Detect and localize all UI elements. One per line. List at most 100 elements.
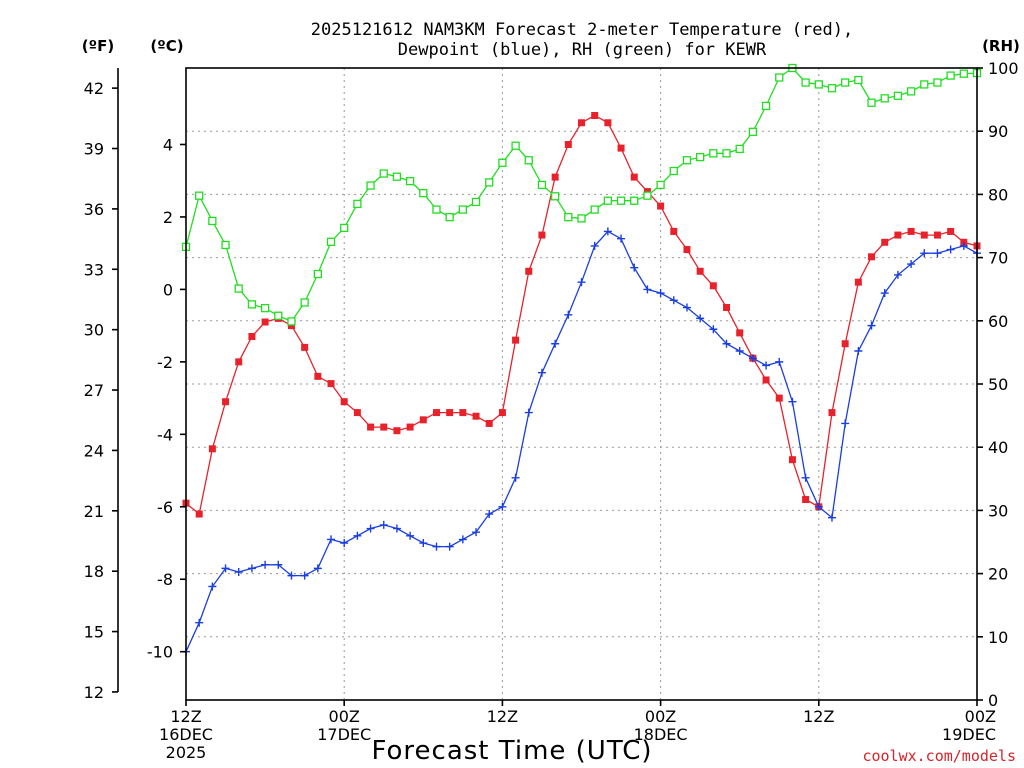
dewpoint-point — [221, 564, 230, 573]
temperature-point — [287, 322, 295, 330]
rh-tick-label: 40 — [988, 438, 1008, 457]
x-tick-label: 16DEC — [159, 725, 213, 744]
rh-tick-label: 30 — [988, 501, 1008, 520]
rh-point — [643, 191, 652, 200]
temperature-point — [208, 445, 216, 453]
dewpoint-point — [907, 260, 916, 269]
rh-tick-label: 0 — [988, 691, 998, 710]
temperature-point — [854, 278, 862, 286]
fahrenheit-tick-label: 36 — [84, 200, 104, 219]
rh-point — [498, 158, 507, 167]
rh-tick-label: 20 — [988, 565, 1008, 584]
dewpoint-point — [590, 241, 599, 250]
temperature-point — [933, 231, 941, 239]
rh-point — [234, 284, 243, 293]
dewpoint-point — [788, 397, 797, 406]
rh-point — [682, 156, 692, 165]
temperature-point — [591, 111, 599, 119]
rh-point — [340, 223, 349, 233]
rh-point — [326, 237, 336, 246]
temperature-point — [947, 227, 955, 235]
dewpoint-point — [247, 564, 256, 573]
celsius-tick-label: 0 — [163, 280, 173, 299]
rh-point — [814, 80, 823, 89]
rh-tick-label: 80 — [988, 185, 1008, 204]
temperature-point — [617, 144, 625, 152]
dewpoint-point — [893, 270, 902, 279]
celsius-tick-label: 2 — [163, 208, 173, 227]
rh-point — [432, 205, 441, 214]
fahrenheit-unit-label: (ºF) — [82, 37, 114, 55]
rh-point — [841, 78, 850, 87]
rh-point — [827, 84, 837, 93]
celsius-tick-label: -8 — [157, 570, 173, 589]
dewpoint-point — [933, 249, 942, 258]
temperature-point — [314, 372, 322, 380]
dewpoint-point — [472, 528, 481, 537]
celsius-unit-label: (ºC) — [150, 37, 183, 55]
temperature-point — [538, 231, 546, 239]
rh-point — [854, 75, 863, 85]
temperature-point — [406, 423, 414, 431]
dewpoint-point — [419, 539, 428, 548]
temperature-point — [881, 238, 889, 246]
temperature-point — [775, 394, 783, 402]
x-tick-label: 00Z — [329, 707, 360, 726]
rh-point — [405, 176, 415, 186]
rh-point — [260, 304, 270, 313]
rh-point — [748, 127, 758, 136]
temperature-point — [248, 333, 256, 341]
rh-tick-label: 70 — [988, 249, 1008, 268]
rh-unit-label: (RH) — [982, 37, 1020, 55]
fahrenheit-tick-label: 33 — [84, 260, 104, 279]
rh-point — [419, 188, 428, 198]
rh-point — [959, 69, 968, 78]
rh-tick-label: 100 — [988, 59, 1019, 78]
dewpoint-point — [709, 325, 718, 334]
temperature-point — [920, 231, 928, 239]
dewpoint-point — [340, 539, 349, 548]
dewpoint-point — [801, 473, 810, 482]
temperature-point — [393, 427, 401, 435]
rh-point — [247, 300, 257, 309]
dewpoint-point — [682, 303, 691, 312]
rh-point — [379, 169, 388, 178]
rh-point — [445, 213, 454, 222]
temperature-point — [630, 173, 638, 181]
rh-point — [511, 141, 520, 150]
rh-point — [630, 196, 639, 205]
rh-point — [577, 214, 586, 223]
temperature-point — [222, 398, 230, 406]
rh-point — [709, 149, 718, 158]
dewpoint-point — [748, 354, 757, 363]
dewpoint-point — [379, 520, 388, 529]
temperature-point — [525, 267, 533, 275]
x-tick-label: 12Z — [487, 707, 518, 726]
temperature-point — [459, 409, 467, 417]
gridlines — [186, 68, 977, 700]
rh-tick-label: 50 — [988, 375, 1008, 394]
temperature-point — [723, 304, 731, 312]
rh-point — [221, 240, 230, 250]
temperature-point — [578, 119, 585, 127]
dewpoint-point — [300, 571, 309, 580]
temperature-point — [670, 227, 678, 235]
dewpoint-point — [841, 419, 850, 428]
temperature-point — [261, 318, 269, 326]
rh-point — [550, 192, 560, 201]
temperature-point — [657, 202, 665, 210]
rh-point — [274, 311, 283, 320]
rh-point — [458, 205, 468, 214]
dewpoint-point — [827, 513, 836, 522]
rh-point — [353, 199, 362, 209]
temperature-point — [802, 496, 810, 504]
temperature-point — [736, 329, 744, 337]
fahrenheit-tick-label: 21 — [84, 502, 104, 521]
rh-point — [893, 91, 903, 100]
chart-title-line1: 2025121612 NAM3KM Forecast 2-meter Tempe… — [311, 20, 853, 40]
rh-point — [656, 180, 665, 190]
dewpoint-point — [537, 368, 546, 377]
dewpoint-point — [392, 524, 401, 533]
dewpoint-point — [261, 560, 270, 569]
